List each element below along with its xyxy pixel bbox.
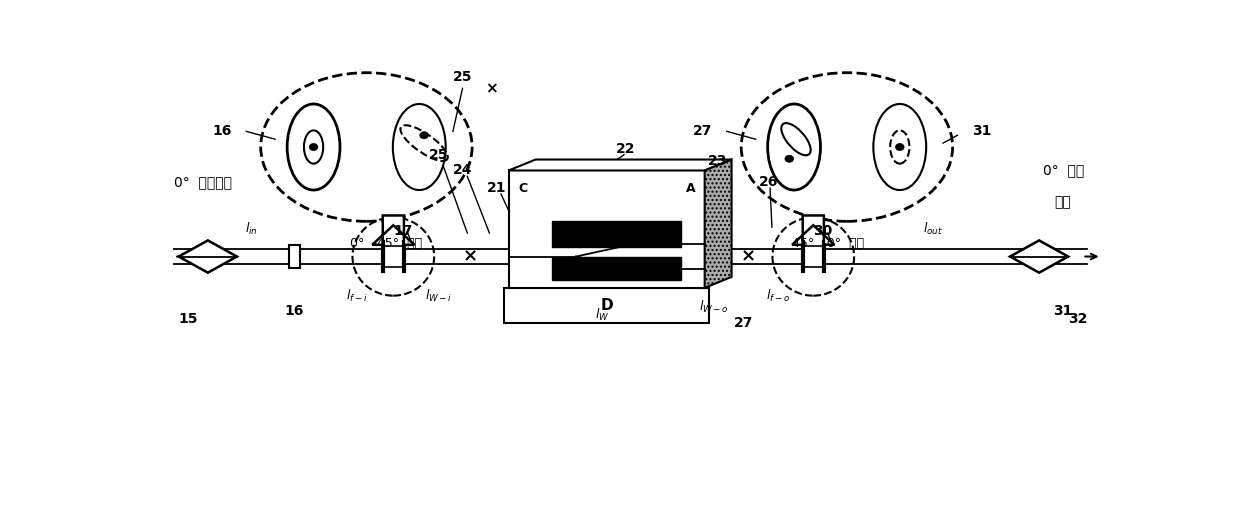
Text: 21: 21 (486, 181, 506, 195)
Polygon shape (372, 215, 414, 245)
Bar (552, 221, 681, 247)
Polygon shape (1011, 240, 1068, 273)
Ellipse shape (873, 104, 926, 190)
Text: 输出: 输出 (1055, 195, 1071, 209)
Text: $l_{W-i}$: $l_{W-i}$ (425, 288, 453, 304)
Text: 27: 27 (733, 316, 753, 330)
Text: A: A (686, 182, 696, 195)
Text: 15: 15 (179, 312, 198, 326)
Text: 16: 16 (285, 304, 304, 319)
Text: $l_W$: $l_W$ (595, 307, 609, 323)
Ellipse shape (304, 131, 324, 164)
Text: $l_{f-i}$: $l_{f-i}$ (346, 288, 367, 304)
Text: 31: 31 (972, 124, 991, 138)
Text: 24: 24 (453, 164, 472, 177)
Ellipse shape (785, 155, 794, 162)
Ellipse shape (420, 132, 428, 139)
Text: ×: × (463, 247, 477, 266)
Text: 25: 25 (453, 70, 472, 84)
Bar (289, 245, 300, 268)
Ellipse shape (768, 104, 821, 190)
Bar (503, 288, 709, 323)
Polygon shape (179, 240, 237, 273)
Text: $l_{out}$: $l_{out}$ (924, 221, 944, 237)
Ellipse shape (309, 143, 317, 150)
Polygon shape (792, 215, 835, 245)
Text: 0°  起偏输入: 0° 起偏输入 (174, 175, 232, 189)
Bar (383, 246, 404, 267)
Text: 26: 26 (759, 175, 777, 189)
Text: 27: 27 (693, 124, 713, 138)
Ellipse shape (288, 104, 340, 190)
Text: 17: 17 (393, 224, 413, 238)
Text: 45°  -0°  对轴: 45° -0° 对轴 (791, 237, 864, 250)
Text: 31: 31 (1054, 304, 1073, 319)
Ellipse shape (895, 143, 904, 150)
Text: C: C (518, 182, 527, 195)
Text: D: D (600, 298, 613, 313)
Text: $l_{W-o}$: $l_{W-o}$ (699, 299, 729, 315)
Text: 23: 23 (708, 154, 727, 168)
Bar (552, 258, 681, 280)
Text: 0°  -45°  对轴: 0° -45° 对轴 (350, 237, 422, 250)
Bar (802, 246, 823, 267)
Text: ×: × (485, 81, 497, 96)
Text: 16: 16 (212, 124, 232, 138)
Text: 0°  检偏: 0° 检偏 (1043, 164, 1084, 177)
Polygon shape (704, 160, 732, 288)
Polygon shape (508, 171, 704, 288)
Text: $l_{f-o}$: $l_{f-o}$ (765, 288, 790, 304)
Text: ×: × (740, 247, 755, 266)
Text: 22: 22 (616, 142, 636, 156)
Text: $l_{in}$: $l_{in}$ (244, 221, 258, 237)
Ellipse shape (393, 104, 445, 190)
Polygon shape (508, 160, 732, 171)
Text: 25: 25 (429, 148, 448, 162)
Text: 30: 30 (813, 224, 832, 238)
Text: 32: 32 (1068, 312, 1087, 326)
